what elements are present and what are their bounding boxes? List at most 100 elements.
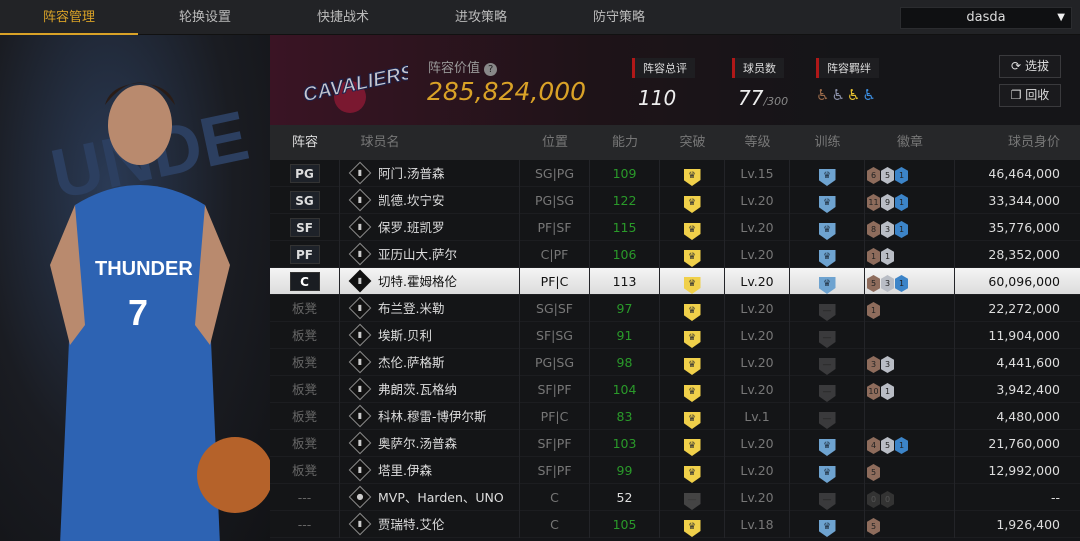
table-row[interactable]: 板凳 ▮ 科林.穆雷-博伊尔斯 PF|C 83 ♛ Lv.1 — 4,480,00… [270,403,1080,430]
slot-badge: PF [289,245,320,264]
player-name[interactable]: 保罗.班凯罗 [378,220,445,235]
crown-shield-icon[interactable]: ♛ [683,250,701,267]
badges[interactable] [865,403,955,430]
training-shield-icon[interactable]: ♛ [818,169,836,186]
help-icon[interactable]: ? [484,63,498,76]
tab-4[interactable]: 防守策略 [592,10,645,25]
column-header[interactable]: 球员身价 [1007,135,1060,150]
training-shield-icon[interactable]: ♛ [818,196,836,213]
training-shield-icon[interactable]: ♛ [818,466,836,483]
empty-shield-icon[interactable]: — [683,493,701,510]
crown-shield-icon[interactable]: ♛ [683,169,701,186]
player-name[interactable]: 凯德.坎宁安 [378,193,445,208]
player-name[interactable]: 科林.穆雷-博伊尔斯 [378,409,487,424]
training-empty-icon[interactable]: — [818,358,836,375]
crown-shield-icon[interactable]: ♛ [683,358,701,375]
player-name[interactable]: 埃斯.贝利 [378,328,432,343]
select-button[interactable]: ⟳ 选拔 [999,55,1061,78]
tab-1[interactable]: 轮换设置 [178,10,231,25]
crown-shield-icon[interactable]: ♛ [683,385,701,402]
player-name[interactable]: 贾瑞特.艾伦 [378,517,445,532]
training-shield-icon[interactable]: ♛ [818,223,836,240]
position: C [520,484,590,511]
crown-shield-icon[interactable]: ♛ [683,412,701,429]
crown-shield-icon[interactable]: ♛ [683,331,701,348]
player-portrait-panel: UNDE THUNDER 7 [0,35,270,541]
training-shield-icon[interactable]: ♛ [818,250,836,267]
crown-shield-icon[interactable]: ♛ [683,439,701,456]
column-header[interactable]: 能力 [611,135,638,150]
training-shield-icon[interactable]: ♛ [818,439,836,456]
table-row[interactable]: 板凳 ▮ 塔里.伊森 SF|PF 99 ♛ Lv.20 ♛ 5 12,992,00… [270,457,1080,484]
training-empty-icon[interactable]: — [818,493,836,510]
badge-icon: 3 [881,356,894,373]
column-header[interactable]: 球员名 [360,135,400,150]
table-row[interactable]: SG ▮ 凯德.坎宁安 PG|SG 122 ♛ Lv.20 ♛ 11 9 1 33,3… [270,187,1080,214]
tab-2[interactable]: 快捷战术 [316,10,369,25]
crown-shield-icon[interactable]: ♛ [683,304,701,321]
badge-icon: 10 [867,383,880,400]
ability: 97 [590,295,660,322]
badge-icon: 0 [867,491,880,508]
badges[interactable] [865,322,955,349]
tab-3[interactable]: 进攻策略 [454,10,507,25]
position: PG|SG [520,349,590,376]
bond-icons[interactable]: ♿♿♿♿ [816,86,879,104]
player-name[interactable]: 弗朗茨.瓦格纳 [378,382,457,397]
badges[interactable]: 5 [865,511,955,538]
tab-0[interactable]: 阵容管理 [0,0,138,35]
column-header[interactable]: 突破 [679,135,706,150]
player-name[interactable]: 塔里.伊森 [378,463,432,478]
column-header[interactable]: 训练 [814,135,841,150]
badges[interactable]: 5 [865,457,955,484]
table-row[interactable]: --- ▮ 贾瑞特.艾伦 C 105 ♛ Lv.18 ♛ 5 1,926,400 [270,511,1080,538]
training-empty-icon[interactable]: — [818,304,836,321]
badges[interactable]: 10 1 [865,376,955,403]
crown-shield-icon[interactable]: ♛ [683,277,701,294]
column-header[interactable]: 徽章 [896,135,923,150]
column-header[interactable]: 阵容 [291,135,318,150]
training-empty-icon[interactable]: — [818,412,836,429]
training-empty-icon[interactable]: — [818,331,836,348]
crown-shield-icon[interactable]: ♛ [683,196,701,213]
player-name[interactable]: 奥萨尔.汤普森 [378,436,457,451]
player-name[interactable]: 杰伦.萨格斯 [378,355,445,370]
player-name[interactable]: 亚历山大.萨尔 [378,247,457,262]
badges[interactable]: 11 9 1 [865,187,955,214]
training-empty-icon[interactable]: — [818,385,836,402]
table-row[interactable]: 板凳 ▮ 弗朗茨.瓦格纳 SF|PF 104 ♛ Lv.20 — 10 1 3,94… [270,376,1080,403]
column-header[interactable]: 等级 [744,135,771,150]
crown-shield-icon[interactable]: ♛ [683,223,701,240]
crown-shield-icon[interactable]: ♛ [683,466,701,483]
training-shield-icon[interactable]: ♛ [818,277,836,294]
badges[interactable]: 1 [865,295,955,322]
rating-label: 阵容总评 [632,58,695,78]
player-name[interactable]: 阿门.汤普森 [378,166,445,181]
table-row[interactable]: 板凳 ▮ 埃斯.贝利 SF|SG 91 ♛ Lv.20 — 11,904,000 [270,322,1080,349]
training-shield-icon[interactable]: ♛ [818,520,836,537]
player-name[interactable]: 布兰登.米勒 [378,301,445,316]
column-header[interactable]: 位置 [541,135,568,150]
level: Lv.1 [725,403,790,430]
player-name[interactable]: 切特.霍姆格伦 [378,274,457,289]
stats-icon: ▮ [348,242,372,266]
table-row[interactable]: 板凳 ▮ 布兰登.米勒 SG|SF 97 ♛ Lv.20 — 1 22,272,0… [270,295,1080,322]
crown-shield-icon[interactable]: ♛ [683,520,701,537]
player-name[interactable]: MVP、Harden、UNO [378,490,504,505]
recycle-button[interactable]: ❐ 回收 [999,84,1061,107]
account-dropdown[interactable]: dasda ▼ [900,7,1072,29]
